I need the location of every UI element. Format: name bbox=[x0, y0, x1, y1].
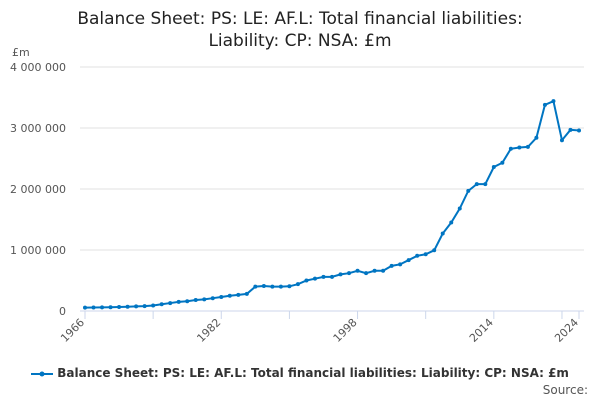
data-point bbox=[364, 271, 369, 276]
x-tick-label: 2014 bbox=[467, 316, 496, 345]
data-point bbox=[134, 304, 139, 309]
data-point bbox=[508, 146, 513, 151]
data-point bbox=[534, 135, 539, 140]
y-tick-label: 1 000 000 bbox=[10, 244, 66, 257]
data-point bbox=[542, 102, 547, 107]
data-point bbox=[398, 262, 403, 267]
data-point bbox=[151, 303, 156, 308]
data-point bbox=[321, 274, 326, 279]
data-point bbox=[423, 252, 428, 257]
data-point bbox=[168, 301, 173, 306]
data-point bbox=[125, 304, 130, 309]
data-point bbox=[449, 220, 454, 225]
data-point bbox=[491, 165, 496, 170]
data-point bbox=[159, 302, 164, 307]
data-point bbox=[389, 263, 394, 268]
x-tick-label: 2024 bbox=[552, 316, 581, 345]
data-point bbox=[227, 293, 232, 298]
data-point bbox=[176, 299, 181, 304]
legend-label: Balance Sheet: PS: LE: AF.L: Total finan… bbox=[57, 366, 569, 380]
data-point bbox=[83, 305, 87, 310]
data-point bbox=[381, 268, 386, 273]
y-tick-label: 2 000 000 bbox=[10, 183, 66, 196]
data-point bbox=[117, 305, 122, 310]
data-point bbox=[483, 182, 488, 187]
data-point bbox=[372, 268, 377, 273]
data-point bbox=[193, 298, 198, 303]
data-point bbox=[347, 271, 352, 276]
y-tick-label: 4 000 000 bbox=[10, 61, 66, 74]
data-point bbox=[312, 276, 317, 281]
data-point bbox=[577, 128, 581, 133]
y-axis-unit: £m bbox=[12, 46, 30, 59]
y-tick-label: 3 000 000 bbox=[10, 122, 66, 135]
data-point bbox=[474, 182, 479, 187]
data-point bbox=[440, 231, 445, 236]
y-tick-label: 0 bbox=[59, 305, 66, 318]
data-point bbox=[568, 127, 573, 132]
data-point bbox=[287, 284, 292, 289]
title-line-1: Balance Sheet: PS: LE: AF.L: Total finan… bbox=[77, 9, 523, 29]
data-point bbox=[295, 282, 300, 287]
data-point bbox=[551, 99, 556, 104]
data-point bbox=[355, 268, 360, 273]
title-line-2: Liability: CP: NSA: £m bbox=[208, 31, 392, 51]
legend[interactable]: Balance Sheet: PS: LE: AF.L: Total finan… bbox=[0, 366, 600, 380]
x-tick-label: 1998 bbox=[331, 316, 360, 345]
data-point bbox=[142, 304, 147, 309]
data-point bbox=[219, 294, 224, 299]
data-point bbox=[415, 253, 420, 258]
x-tick-label: 1966 bbox=[58, 316, 87, 345]
data-point bbox=[457, 206, 462, 211]
data-point bbox=[210, 296, 215, 301]
data-point bbox=[91, 305, 96, 310]
data-point bbox=[525, 144, 530, 149]
data-point bbox=[406, 258, 411, 263]
data-point bbox=[100, 305, 105, 310]
data-point bbox=[330, 274, 334, 279]
data-point bbox=[202, 297, 207, 302]
data-point bbox=[185, 299, 190, 304]
data-point bbox=[278, 284, 283, 289]
data-point bbox=[500, 160, 505, 165]
data-point bbox=[466, 188, 471, 193]
data-point bbox=[270, 284, 275, 289]
chart-title: Balance Sheet: PS: LE: AF.L: Total finan… bbox=[0, 8, 600, 52]
data-point bbox=[304, 278, 309, 283]
source-label: Source: bbox=[542, 383, 588, 397]
data-point bbox=[338, 272, 343, 277]
data-point bbox=[432, 248, 437, 253]
data-point bbox=[108, 305, 113, 310]
x-tick-label: 1982 bbox=[194, 316, 223, 345]
data-point bbox=[253, 284, 258, 289]
data-point bbox=[244, 291, 249, 296]
data-point bbox=[517, 145, 522, 150]
data-point bbox=[559, 138, 564, 143]
data-point bbox=[261, 283, 266, 288]
data-point bbox=[236, 292, 241, 297]
legend-swatch-icon bbox=[31, 371, 54, 376]
